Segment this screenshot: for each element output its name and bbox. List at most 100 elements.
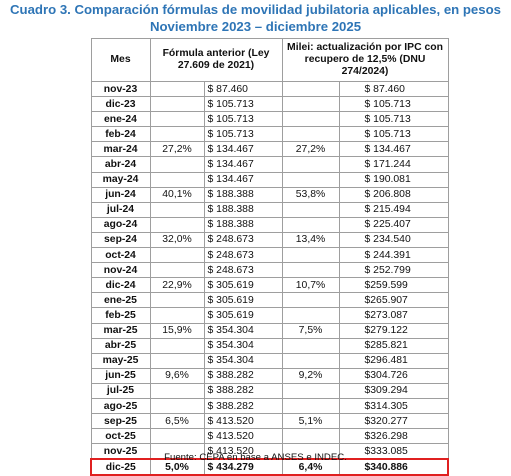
anterior-pct-cell: 9,6% — [149, 367, 205, 384]
table-subtitle: Noviembre 2023 – diciembre 2025 — [149, 19, 362, 34]
anterior-amount-cell: $ 248.673 — [203, 231, 283, 249]
month-cell: jul-24 — [90, 201, 151, 218]
milei-pct-cell: 10,7% — [281, 277, 340, 294]
anterior-amount-cell: $ 413.520 — [203, 413, 283, 430]
milei-amount-cell: $309.294 — [338, 382, 449, 399]
milei-amount-cell: $ 244.391 — [338, 247, 449, 264]
anterior-pct-cell — [149, 307, 205, 324]
anterior-amount-cell: $ 188.388 — [203, 216, 283, 233]
milei-pct-cell — [281, 156, 340, 173]
milei-pct-cell — [281, 292, 340, 309]
milei-amount-cell: $259.599 — [338, 277, 449, 294]
month-cell: may-25 — [90, 352, 151, 369]
anterior-pct-cell: 6,5% — [149, 413, 205, 430]
milei-amount-cell: $ 252.799 — [338, 262, 449, 279]
anterior-pct-cell — [149, 111, 205, 128]
milei-pct-cell: 9,2% — [281, 367, 340, 384]
anterior-amount-cell: $ 413.520 — [203, 428, 283, 445]
milei-amount-cell: $320.277 — [338, 413, 449, 430]
milei-amount-cell: $ 190.081 — [338, 171, 449, 188]
milei-pct-cell — [281, 201, 340, 218]
milei-pct-cell: 27,2% — [281, 141, 340, 158]
header-row: Mes Fórmula anterior (Ley 27.609 de 2021… — [90, 38, 449, 82]
month-cell: sep-24 — [90, 231, 151, 249]
anterior-pct-cell — [149, 397, 205, 415]
month-cell: nov-23 — [90, 80, 151, 98]
month-cell: dic-23 — [90, 96, 151, 113]
table-row: dic-23 $ 105.713 $ 105.713 — [90, 96, 449, 113]
anterior-amount-cell: $ 188.388 — [203, 201, 283, 218]
table-row: ene-24 $ 105.713 $ 105.713 — [90, 111, 449, 128]
anterior-amount-cell: $ 105.713 — [203, 111, 283, 128]
milei-amount-cell: $ 234.540 — [338, 231, 449, 249]
month-cell: ene-24 — [90, 111, 151, 128]
table-row: oct-24 $ 248.673 $ 244.391 — [90, 247, 449, 264]
anterior-amount-cell: $ 305.619 — [203, 292, 283, 309]
month-cell: nov-24 — [90, 262, 151, 279]
anterior-amount-cell: $ 134.467 — [203, 171, 283, 188]
table-row: sep-24 32,0% $ 248.673 13,4% $ 234.540 — [90, 231, 449, 249]
milei-amount-cell: $326.298 — [338, 428, 449, 445]
milei-pct-cell: 7,5% — [281, 322, 340, 339]
header-mes: Mes — [90, 38, 151, 82]
milei-pct-cell — [281, 216, 340, 233]
milei-pct-cell: 13,4% — [281, 231, 340, 249]
anterior-amount-cell: $ 105.713 — [203, 96, 283, 113]
source-note: Fuente: CEPA en base a ANSES e INDEC. — [164, 452, 347, 463]
anterior-pct-cell: 40,1% — [149, 186, 205, 203]
milei-pct-cell — [281, 96, 340, 113]
anterior-pct-cell — [149, 428, 205, 445]
milei-amount-cell: $ 225.407 — [338, 216, 449, 233]
month-cell: feb-24 — [90, 126, 151, 143]
anterior-pct-cell: 15,9% — [149, 322, 205, 339]
anterior-pct-cell — [149, 262, 205, 279]
anterior-amount-cell: $ 134.467 — [203, 141, 283, 158]
anterior-amount-cell: $ 388.282 — [203, 367, 283, 384]
table-row: ene-25 $ 305.619 $265.907 — [90, 292, 449, 309]
milei-amount-cell: $273.087 — [338, 307, 449, 324]
month-cell: abr-24 — [90, 156, 151, 173]
table-row: dic-24 22,9% $ 305.619 10,7% $259.599 — [90, 277, 449, 294]
month-cell: jun-24 — [90, 186, 151, 203]
comparison-table: Mes Fórmula anterior (Ley 27.609 de 2021… — [90, 38, 449, 476]
month-cell: mar-24 — [90, 141, 151, 158]
header-formula-anterior: Fórmula anterior (Ley 27.609 de 2021) — [149, 38, 283, 82]
anterior-pct-cell — [149, 156, 205, 173]
anterior-pct-cell — [149, 352, 205, 369]
table-row: abr-24 $ 134.467 $ 171.244 — [90, 156, 449, 173]
anterior-pct-cell — [149, 96, 205, 113]
month-cell: jul-25 — [90, 382, 151, 399]
milei-pct-cell: 53,8% — [281, 186, 340, 203]
milei-pct-cell — [281, 111, 340, 128]
milei-pct-cell — [281, 428, 340, 445]
milei-pct-cell — [281, 247, 340, 264]
month-cell: oct-24 — [90, 247, 151, 264]
table-row: jul-25 $ 388.282 $309.294 — [90, 382, 449, 399]
anterior-amount-cell: $ 305.619 — [203, 277, 283, 294]
table-body: nov-23 $ 87.460 $ 87.460 dic-23 $ 105.713 $ 1… — [90, 80, 449, 476]
anterior-amount-cell: $ 354.304 — [203, 352, 283, 369]
table-row: oct-25 $ 413.520 $326.298 — [90, 428, 449, 445]
anterior-pct-cell — [149, 80, 205, 98]
table-row: abr-25 $ 354.304 $285.821 — [90, 337, 449, 354]
anterior-pct-cell — [149, 292, 205, 309]
anterior-amount-cell: $ 87.460 — [203, 80, 283, 98]
anterior-pct-cell — [149, 171, 205, 188]
month-cell: abr-25 — [90, 337, 151, 354]
anterior-amount-cell: $ 388.282 — [203, 382, 283, 399]
anterior-pct-cell — [149, 126, 205, 143]
anterior-pct-cell — [149, 216, 205, 233]
table-row: jun-24 40,1% $ 188.388 53,8% $ 206.808 — [90, 186, 449, 203]
anterior-amount-cell: $ 305.619 — [203, 307, 283, 324]
milei-pct-cell — [281, 126, 340, 143]
month-cell: feb-25 — [90, 307, 151, 324]
milei-amount-cell: $ 206.808 — [338, 186, 449, 203]
milei-pct-cell: 5,1% — [281, 413, 340, 430]
milei-pct-cell — [281, 80, 340, 98]
month-cell: mar-25 — [90, 322, 151, 339]
table-row: jun-25 9,6% $ 388.282 9,2% $304.726 — [90, 367, 449, 384]
anterior-amount-cell: $ 105.713 — [203, 126, 283, 143]
table-row: may-25 $ 354.304 $296.481 — [90, 352, 449, 369]
month-cell: ago-24 — [90, 216, 151, 233]
milei-amount-cell: $314.305 — [338, 397, 449, 415]
